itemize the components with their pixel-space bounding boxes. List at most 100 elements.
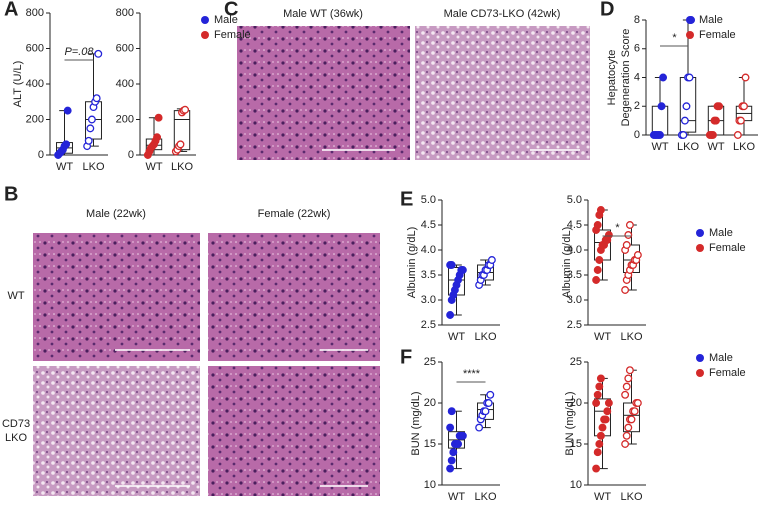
row-label: CD73 xyxy=(2,418,30,430)
x-tick-label: WT xyxy=(448,331,465,343)
y-tick-label: 3.0 xyxy=(567,294,582,306)
data-point xyxy=(712,116,720,125)
significance: * xyxy=(615,222,620,234)
data-point xyxy=(181,105,190,114)
data-point xyxy=(454,440,463,448)
data-point xyxy=(596,431,605,440)
legend-label: Male xyxy=(699,14,723,26)
data-point xyxy=(680,116,689,125)
y-axis-label: Albumin (g/dL) xyxy=(561,227,573,299)
y-tick-label: 6 xyxy=(634,43,640,55)
histology-image xyxy=(208,233,380,361)
y-tick-label: 200 xyxy=(26,113,44,125)
data-point xyxy=(84,136,93,145)
y-tick-label: 20 xyxy=(424,397,436,409)
x-tick-label: LKO xyxy=(474,491,496,503)
data-point xyxy=(446,423,455,432)
panel-letter: F xyxy=(400,346,412,368)
legend-marker xyxy=(696,244,704,252)
legend-label: Female xyxy=(709,367,746,379)
legend-label: Male xyxy=(709,227,733,239)
data-point xyxy=(458,431,467,440)
y-tick-label: 0 xyxy=(38,149,44,161)
x-tick-label: LKO xyxy=(82,161,104,173)
data-point xyxy=(740,102,748,111)
data-point xyxy=(682,102,691,111)
panel-letter: A xyxy=(4,0,18,20)
y-axis-label: Hepatocyte xyxy=(606,50,618,106)
y-tick-label: 4 xyxy=(634,71,640,83)
data-point xyxy=(633,251,642,259)
data-point xyxy=(627,415,636,424)
data-point xyxy=(596,374,605,383)
y-tick-label: 400 xyxy=(116,78,134,90)
x-tick-label: WT xyxy=(56,161,73,173)
data-point xyxy=(176,140,185,149)
x-tick-label: WT xyxy=(651,141,668,153)
data-point xyxy=(624,231,633,239)
image-label: Male (22wk) xyxy=(86,208,146,220)
data-point xyxy=(657,102,666,111)
y-tick-label: 3.5 xyxy=(421,269,436,281)
y-tick-label: 4.5 xyxy=(567,219,582,231)
data-point xyxy=(624,423,633,432)
y-tick-label: 5.0 xyxy=(567,194,582,206)
y-tick-label: 2.5 xyxy=(567,319,582,331)
row-label: LKO xyxy=(5,432,27,444)
y-tick-label: 15 xyxy=(424,438,436,450)
histology-image xyxy=(33,233,200,361)
x-tick-label: WT xyxy=(448,491,465,503)
y-tick-label: 4.0 xyxy=(567,244,582,256)
data-point xyxy=(625,221,634,229)
y-tick-label: 3.0 xyxy=(421,294,436,306)
data-point xyxy=(481,407,490,416)
y-tick-label: 600 xyxy=(116,42,134,54)
data-point xyxy=(475,423,484,432)
data-point xyxy=(593,266,602,274)
x-tick-label: LKO xyxy=(620,331,642,343)
data-point xyxy=(633,399,642,407)
legend-label: Female xyxy=(709,242,746,254)
significance: **** xyxy=(462,368,480,380)
legend-marker xyxy=(686,16,694,24)
data-point xyxy=(592,399,601,407)
histology-image xyxy=(208,366,380,496)
y-tick-label: 10 xyxy=(570,479,582,491)
x-tick-label: WT xyxy=(707,141,724,153)
y-tick-label: 4.5 xyxy=(421,219,436,231)
data-point xyxy=(449,448,458,457)
legend-label: Male xyxy=(214,14,238,26)
data-point xyxy=(94,49,103,58)
image-label: Male WT (36wk) xyxy=(283,8,363,20)
row-label: WT xyxy=(7,290,24,302)
data-point xyxy=(621,390,630,399)
histology-image xyxy=(237,26,410,160)
data-point xyxy=(592,276,601,284)
data-point xyxy=(604,231,613,239)
panel-letter: D xyxy=(600,0,614,20)
data-point xyxy=(622,241,631,249)
data-point xyxy=(630,407,639,416)
data-point xyxy=(92,94,101,103)
x-tick-label: LKO xyxy=(677,141,699,153)
data-point xyxy=(595,440,604,448)
legend-label: Female xyxy=(699,29,736,41)
y-tick-label: 5.0 xyxy=(421,194,436,206)
y-axis-label: Degeneration Score xyxy=(620,29,632,127)
image-label: Male CD73-LKO (42wk) xyxy=(444,8,561,20)
data-point xyxy=(486,390,495,399)
panel-letter: E xyxy=(400,188,413,210)
legend-label: Female xyxy=(214,29,251,41)
data-point xyxy=(624,374,633,383)
data-point xyxy=(593,221,602,229)
data-point xyxy=(622,382,631,391)
data-point xyxy=(622,431,631,440)
data-point xyxy=(62,140,71,149)
histology-image xyxy=(33,366,200,496)
x-tick-label: WT xyxy=(145,161,162,173)
data-point xyxy=(708,131,717,139)
data-point xyxy=(447,456,456,465)
data-point xyxy=(593,390,602,399)
legend-marker xyxy=(696,354,704,362)
legend-marker xyxy=(201,16,209,24)
